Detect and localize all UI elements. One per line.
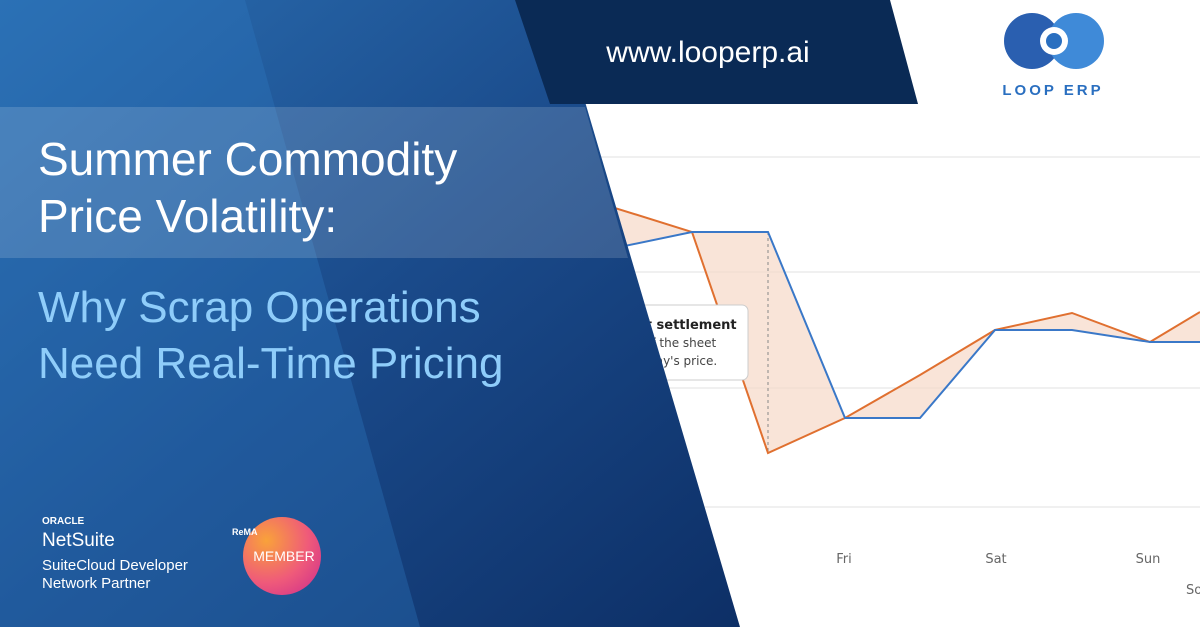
axis-label: So [1186,583,1200,598]
url: www.looperp.ai [605,36,809,69]
callout-text: off the sheet [640,336,717,350]
logo [1004,13,1104,69]
subtitle-line: Need Real-Time Pricing [38,339,503,388]
url-banner [515,0,918,104]
callout-title: at settlement [637,318,737,333]
member-badge [243,517,321,595]
oracle: ORACLE [42,516,85,527]
rema: ReMA [232,527,258,537]
spread-area [595,208,1200,453]
member: MEMBER [253,548,314,564]
title-line: Summer Commodity [38,133,457,185]
title-line: Price Volatility: [38,190,337,242]
x-tick-label: Fri [836,552,852,567]
subtitle-line: Why Scrap Operations [38,283,481,332]
spot-line [594,206,1200,455]
panel-shade [0,0,420,627]
x-tick-label: Sun [1136,552,1161,567]
partner-text: Network Partner [42,575,150,592]
x-tick-label: Sat [985,552,1006,567]
blue-panel [0,0,740,627]
sheet-line [600,231,1200,419]
brand: LOOP ERP [1002,82,1103,99]
title-band [0,107,628,258]
partner-text: SuiteCloud Developer [42,557,188,574]
netsuite: NetSuite [42,530,115,551]
